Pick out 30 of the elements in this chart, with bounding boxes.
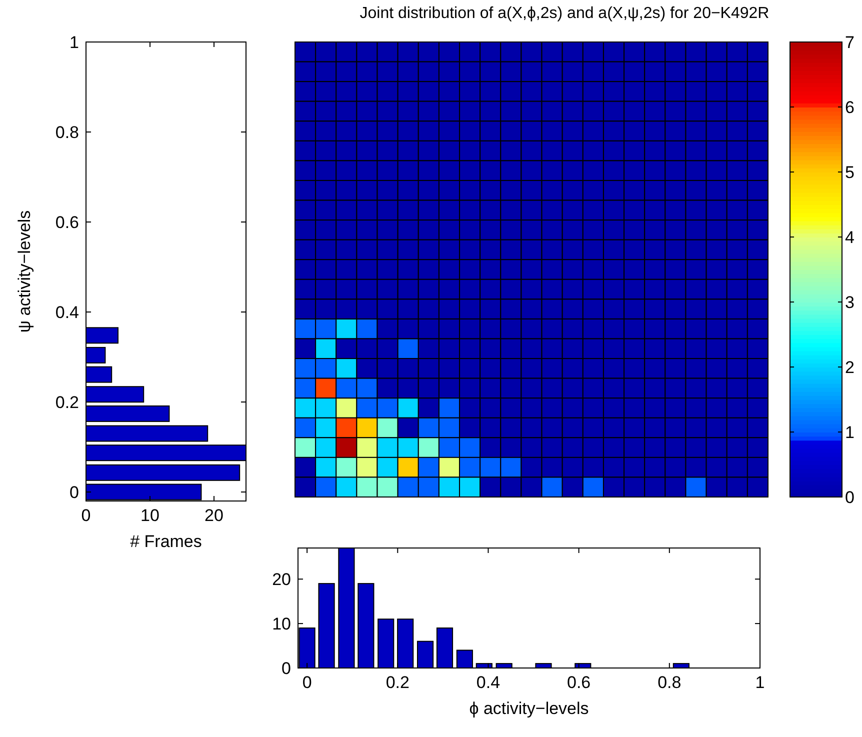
y-tick-label: 0 <box>70 483 79 502</box>
x-tick-label: 0.4 <box>476 673 500 692</box>
x-axis-title: ϕ activity−levels <box>469 699 589 718</box>
x-tick-label: 10 <box>140 506 160 525</box>
color-bar-label: 6 <box>845 98 854 117</box>
color-bar-label: 0 <box>845 488 854 507</box>
color-bar-label: 7 <box>845 33 854 52</box>
y-tick-label: 20 <box>272 570 291 590</box>
y-tick-label: 0.6 <box>55 213 79 232</box>
color-bar-label: 4 <box>845 228 854 247</box>
y-tick-label: 0.8 <box>55 123 79 142</box>
x-tick-label: 0 <box>302 673 312 692</box>
x-tick-label: 1 <box>755 673 765 692</box>
color-bar-label: 3 <box>845 293 854 312</box>
y-tick-label: 0.2 <box>55 393 79 412</box>
x-tick-label: 0.2 <box>386 673 410 692</box>
x-tick-label: 0.8 <box>658 673 682 692</box>
y-axis-title: ψ activity−levels <box>15 210 34 333</box>
chart-title: Joint distribution of a(X,ϕ,2s) and a(X,ψ,2s) for 20−K492R <box>360 5 770 22</box>
y-tick-label: 1 <box>70 33 79 52</box>
x-tick-label: 0 <box>81 506 91 525</box>
x-axis-title: # Frames <box>130 532 202 551</box>
color-bar-label: 2 <box>845 358 854 377</box>
color-bar-label: 5 <box>845 163 854 182</box>
color-bar-label: 1 <box>845 423 854 442</box>
y-tick-label: 0 <box>282 659 291 678</box>
x-tick-label: 20 <box>204 506 224 525</box>
y-tick-label: 10 <box>272 614 291 634</box>
y-tick-label: 0.4 <box>55 303 79 322</box>
x-tick-label: 0.6 <box>567 673 591 692</box>
